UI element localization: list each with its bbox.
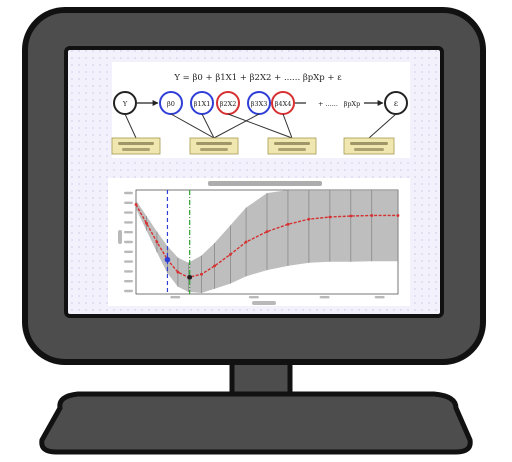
y-tick-label-blurred [124,289,133,293]
equation-node-label: β0 [167,100,175,108]
equation-note-text-blurred [196,142,232,145]
y-tick-label-blurred [124,250,133,253]
series-point [396,214,400,217]
equation-leader-line [170,113,215,139]
one-se-marker [187,274,193,280]
equation-note-text-blurred [118,142,154,145]
regularization-path-chart [108,178,410,306]
y-tick-label-blurred [124,221,133,224]
y-tick-label-blurred [124,211,133,214]
equation-note-box [343,137,395,155]
equation-note-text-blurred [354,148,384,151]
y-tick-label-blurred [124,240,133,244]
series-point [265,230,269,234]
equation-tail-text: + ...... [318,100,338,108]
equation-node-label: β4X4 [275,100,292,108]
series-point [328,215,332,219]
equation-note-text-blurred [122,148,150,151]
x-tick-label-blurred [248,296,259,299]
min-error-marker [164,256,171,263]
equation-leader-line [368,113,397,139]
equation-leader-line [227,113,293,139]
equation-note-text-blurred [274,142,310,145]
equation-node-label: β1X1 [194,100,211,108]
y-axis-ticks-blurred [124,191,133,293]
x-axis-label-blurred [252,301,276,305]
equation-node-label: β2X2 [220,100,237,108]
series-point [134,203,138,206]
equation-leader-line [201,113,215,139]
series-point [145,221,148,225]
y-tick-label-blurred [124,270,133,273]
y-axis-label-blurred [118,230,122,244]
equation-note-box [189,137,239,155]
x-axis-ticks-blurred [170,296,385,299]
equation-node-label: β3X3 [251,100,268,108]
series-point [244,240,248,244]
y-tick-label-blurred [124,201,133,204]
equation-note-box [267,137,317,155]
regression-equation-diagram: Y = β0 + β1X1 + β2X2 + ...... βpXp + ε Y… [111,62,410,158]
series-point [155,240,159,244]
series-point [200,272,203,276]
series-point [349,214,353,218]
equation-tail-term: βpXp [344,100,361,108]
equation-note-text-blurred [278,148,306,151]
y-tick-label-blurred [124,260,133,263]
y-tick-label-blurred [124,191,133,195]
equation-leader-line [124,113,137,139]
equation-node-label: Y [122,100,128,108]
x-tick-label-blurred [374,296,385,299]
series-point [307,217,311,221]
equation-leader-line [213,113,260,139]
series-point [286,222,290,226]
equation-leader-line [282,113,293,139]
series-point [228,253,232,256]
y-tick-label-blurred [124,231,133,234]
equation-note-text-blurred [350,142,388,145]
equation-note-text-blurred [200,148,228,151]
x-tick-label-blurred [319,296,330,299]
y-tick-label-blurred [124,280,133,283]
series-point [370,214,374,217]
chart-title-blurred [208,181,322,186]
plot-layer [134,190,400,294]
x-tick-label-blurred [170,296,181,299]
error-node-label: ε [394,99,398,108]
series-point [213,264,217,268]
monitor-stand-base [39,391,473,455]
equation-top-line: Y = β0 + β1X1 + β2X2 + ...... βpXp + ε [173,73,342,83]
series-point [176,270,180,274]
equation-note-box [111,137,161,155]
